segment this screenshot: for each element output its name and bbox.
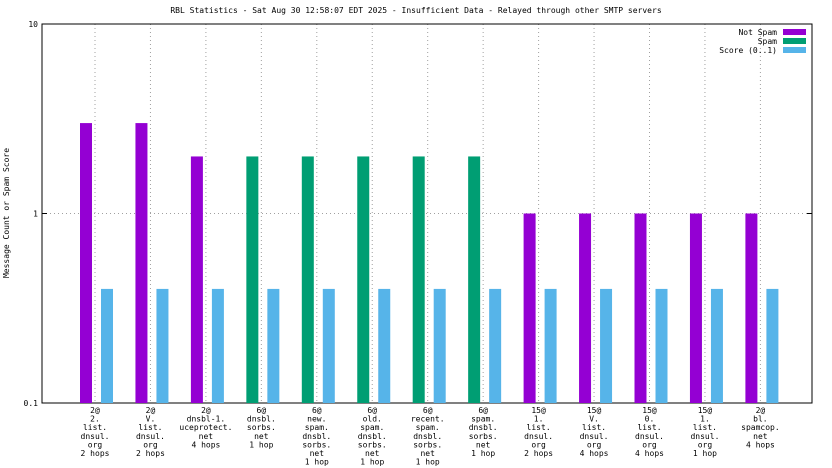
legend-label: Spam [758,37,777,46]
x-tick-label: 2@ dnsbl-1. uceprotect. net 4 hops [179,406,232,449]
bar [80,123,92,404]
bar [468,156,481,403]
bar [655,288,668,403]
x-tick-label: 6@ spam. dnsbl. sorbs. net 1 hop [469,406,498,458]
x-tick-label: 2@ bl. spamcop. net 4 hops [741,406,780,449]
bar [745,213,758,403]
bar [489,288,502,403]
bar [600,288,613,403]
x-tick-label: 6@ recent. spam. dnsbl. sorbs. net 1 hop [411,406,445,467]
bar [378,288,391,403]
plot-border [41,23,813,404]
bar [190,156,203,403]
x-tick-label: 2@ 2. list. dnsul. org 2 hops [81,406,110,458]
bar [357,156,370,403]
x-tick-label: 6@ new. spam. dnsbl. sorbs. net 1 hop [302,406,331,467]
x-tick-label: 2@ V. list. dnsul. org 2 hops [136,406,165,458]
x-tick-label: 6@ old. spam. dnsbl. sorbs. net 1 hop [358,406,387,467]
bar [322,288,335,403]
bar [634,213,647,403]
y-tick-label: 0.1 [24,399,39,408]
x-tick-label: 15@ 1. list. dnsul. org 2 hops [524,406,553,458]
bar [135,123,148,404]
bar [211,288,224,403]
bar [523,213,536,403]
x-tick-label: 15@ 1. list. dnsul. org 1 hop [690,406,719,458]
y-tick-label: 10 [28,20,38,29]
bar [689,213,702,403]
legend-swatch [783,29,806,35]
bar [267,288,280,403]
y-tick-label: 1 [33,210,38,219]
x-tick-label: 6@ dnsbl. sorbs. net 1 hop [247,406,276,449]
bar [766,288,779,403]
bar [101,288,113,403]
bar [544,288,557,403]
legend-swatch [783,38,806,44]
bar [301,156,314,403]
bar [433,288,446,403]
legend-label: Not Spam [738,28,777,37]
x-tick-label: 15@ V. list. dnsul. org 4 hops [580,406,609,458]
bar [156,288,169,403]
bar [246,156,259,403]
chart-title: RBL Statistics - Sat Aug 30 12:58:07 EDT… [170,6,661,15]
bar [579,213,592,403]
x-tick-label: 15@ 0. list. dnsul. org 4 hops [635,406,664,458]
legend-label: Score (0..1) [719,46,777,55]
bar [412,156,425,403]
y-axis-label: Message Count or Spam Score [2,148,11,278]
bar [710,288,723,403]
legend-swatch [783,47,806,53]
